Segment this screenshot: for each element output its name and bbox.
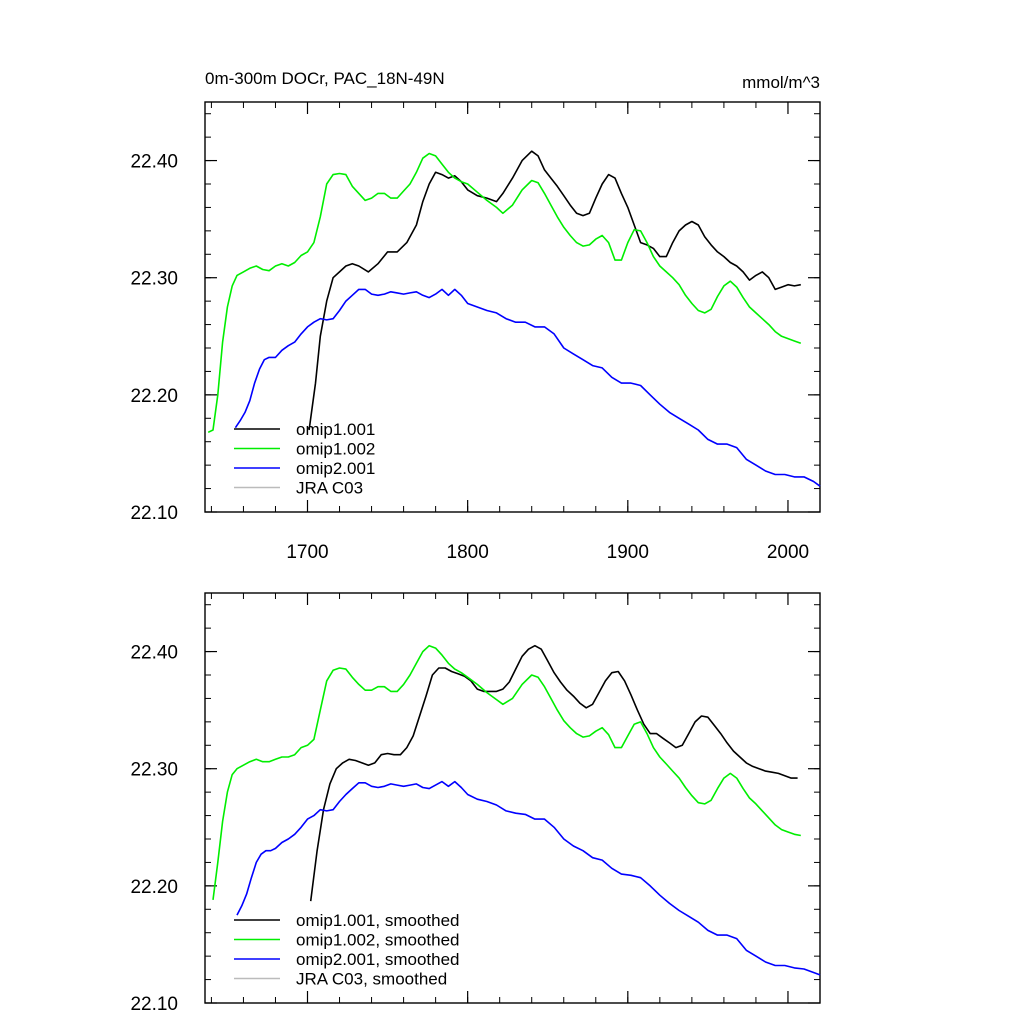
legend-label: omip1.001, smoothed (296, 911, 460, 930)
legend-label: omip1.002 (296, 440, 375, 459)
series-line (207, 152, 802, 434)
legend-label: omip2.001, smoothed (296, 950, 460, 969)
legend-label: omip1.001 (296, 420, 375, 439)
series-line (212, 644, 801, 901)
series-line (236, 780, 821, 976)
legend-label: JRA C03, smoothed (296, 970, 447, 989)
legend-label: omip1.002, smoothed (296, 931, 460, 950)
x-tick-label: 1800 (447, 542, 489, 563)
y-tick-label: 22.40 (130, 643, 178, 664)
units-label: mmol/m^3 (742, 73, 820, 92)
series-line (309, 644, 798, 902)
legend-label: JRA C03 (296, 479, 363, 498)
plot-frame (204, 101, 821, 513)
y-tick-label: 22.20 (130, 877, 178, 898)
chart-top-panel: 22.10 22.20 22.30 22.40 1700 1800 1900 2000 0m-3… (130, 69, 821, 563)
legend-label: omip2.001 (296, 459, 375, 478)
series-line (308, 150, 801, 431)
x-tick-label: 2000 (767, 542, 809, 563)
y-tick-label: 22.30 (130, 269, 178, 290)
y-tick-label: 22.10 (130, 503, 178, 524)
y-tick-label: 22.20 (130, 386, 178, 407)
y-tick-label: 22.40 (130, 152, 178, 173)
x-tick-label: 1700 (286, 542, 328, 563)
chart-title: 0m-300m DOCr, PAC_18N-49N (205, 69, 445, 88)
series-line (234, 288, 821, 487)
y-tick-label: 22.30 (130, 760, 178, 781)
y-tick-label: 22.10 (130, 994, 178, 1015)
plot-frame (204, 592, 821, 1004)
x-tick-label: 1900 (607, 542, 649, 563)
